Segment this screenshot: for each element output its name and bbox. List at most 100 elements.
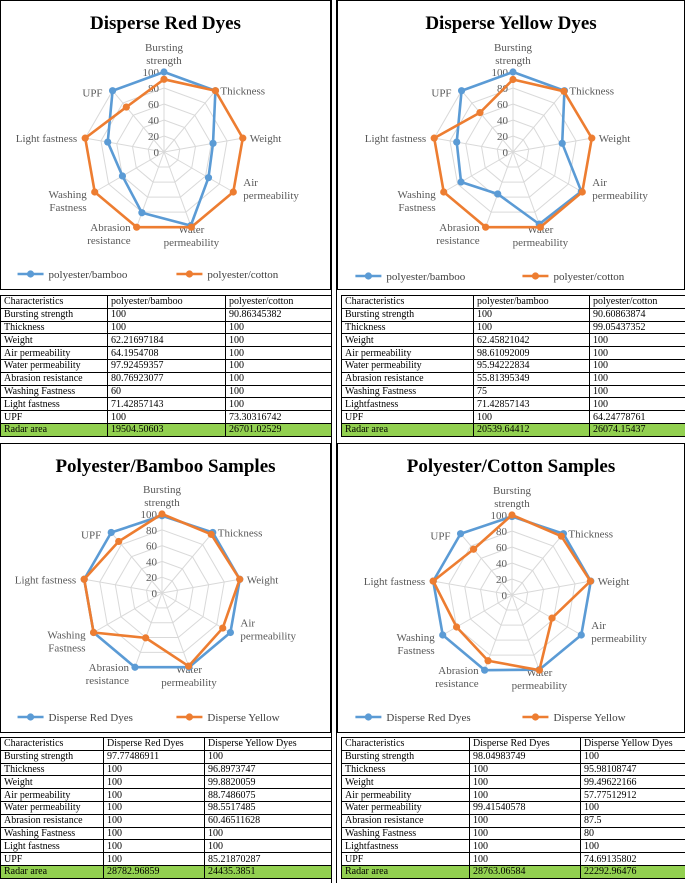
- axis-spoke: [161, 592, 231, 633]
- table-cell: 100: [103, 788, 205, 802]
- tick-label: 0: [152, 588, 158, 600]
- data-point-disperse-red-dyes-abrasion-resistance: [481, 666, 489, 674]
- series-line-polyester-bamboo: [455, 70, 583, 226]
- data-table-red-dyes: Characteristics polyester/bamboo polyester…: [0, 295, 332, 437]
- axis-spoke: [512, 90, 565, 153]
- grid-ring: [464, 546, 560, 641]
- axis-spoke: [112, 90, 165, 153]
- table-cell: 100: [107, 307, 226, 322]
- data-point-polyester-bamboo-light-fastness: [453, 138, 461, 146]
- grid-ring: [448, 530, 576, 656]
- data-point-disperse-yellow-water-permeability: [185, 662, 193, 670]
- data-point-disperse-yellow-bursting-strength: [508, 511, 516, 519]
- axis-spoke: [511, 594, 582, 636]
- table-cell: 100: [469, 762, 581, 777]
- table-cell: 100: [103, 813, 205, 828]
- table-cell: 100: [103, 852, 205, 866]
- table-cell: 99.49622166: [580, 775, 685, 790]
- axis-label-thickness: Thickness: [569, 86, 614, 98]
- legend-label-disperse-yellow: Disperse Yellow: [553, 712, 625, 724]
- tick-label: 20: [148, 131, 160, 143]
- table-cell: 75: [473, 384, 590, 399]
- table-cell: 60.46511628: [204, 813, 332, 828]
- radar-chart-yellow-dyes: Disperse Yellow Dyes 0 20 40 60 80 100 Burstin…: [337, 0, 685, 290]
- table-cell: 100: [225, 397, 332, 412]
- table-cell: 100: [469, 852, 581, 866]
- table-header-row: Characteristics Disperse Red Dyes Disperse…: [0, 737, 332, 751]
- table-cell: polyester/cotton: [225, 295, 332, 309]
- table-row: Weight 100 99.49622166: [341, 775, 685, 790]
- table-cell: 100: [589, 358, 685, 373]
- data-point-polyester-cotton-thickness: [211, 87, 220, 95]
- table-cell: 20539.64412: [473, 422, 590, 437]
- grid-ring: [130, 560, 194, 624]
- legend-marker: [185, 713, 194, 721]
- table-cell: Light fastness: [0, 839, 104, 854]
- tick-label: 20: [496, 574, 508, 586]
- tick-label: 60: [146, 541, 158, 553]
- tick-label: 40: [148, 115, 160, 127]
- table-cell: 87.5: [580, 813, 685, 828]
- data-point-disperse-yellow-washing-fastness: [89, 628, 98, 637]
- data-point-polyester-bamboo-bursting-strength: [509, 68, 517, 76]
- data-point-disperse-yellow-weight: [586, 577, 594, 585]
- legend-marker: [26, 270, 35, 278]
- table-cell: Bursting strength: [0, 307, 108, 322]
- table-cell: Weight: [341, 775, 470, 790]
- data-point-disperse-yellow-upf: [469, 545, 478, 553]
- table-row: Washing Fastness 100 80: [341, 826, 685, 841]
- axis-spoke: [163, 90, 216, 153]
- grid-ring: [495, 578, 529, 611]
- data-point-polyester-cotton-water-permeability: [187, 223, 195, 231]
- grid-ring: [496, 135, 530, 168]
- legend-marker: [185, 270, 194, 278]
- axis-label-thickness: Thickness: [568, 529, 613, 541]
- axis-spoke: [511, 594, 540, 671]
- axis-label-air-permeability: Air permeability: [592, 177, 648, 202]
- table-cell: 71.42857143: [107, 397, 226, 412]
- table-cell: Bursting strength: [0, 749, 104, 764]
- legend-label-disperse-red-dyes: Disperse Red Dyes: [49, 712, 133, 724]
- data-point-disperse-yellow-upf: [115, 537, 123, 546]
- axis-label-air-permeability: Air permeability: [591, 620, 647, 645]
- table-cell: 100: [103, 762, 205, 777]
- series-line-disperse-yellow: [82, 512, 242, 668]
- axis-label-abrasion-resistance: Abrasion resistance: [436, 222, 480, 247]
- table-cell: Characteristics: [0, 737, 104, 751]
- legend-marker: [364, 713, 372, 721]
- table-cell: 100: [580, 749, 685, 764]
- table-cell: Weight: [0, 333, 108, 348]
- table-cell: 100: [469, 775, 581, 790]
- data-point-polyester-cotton-light-fastness: [81, 134, 89, 142]
- data-point-disperse-yellow-light-fastness: [429, 577, 437, 585]
- table-cell: 22292.96476: [580, 864, 685, 879]
- table-cell: Air permeability: [0, 788, 104, 802]
- table-cell: Air permeability: [341, 788, 470, 802]
- series-line-polyester-cotton: [83, 78, 245, 229]
- legend-label-polyester-cotton: polyester/cotton: [553, 271, 624, 283]
- table-cell: 98.5517485: [204, 800, 332, 815]
- table-cell: 73.30316742: [225, 410, 332, 424]
- table-row: UPF 100 64.24778761: [341, 410, 685, 424]
- table-cell: Lightfastness: [341, 397, 474, 412]
- data-point-disperse-yellow-washing-fastness: [452, 623, 461, 631]
- data-point-polyester-bamboo-light-fastness: [104, 138, 112, 146]
- axis-label-weight: Weight: [599, 133, 631, 145]
- data-point-polyester-bamboo-upf: [108, 87, 117, 95]
- radar-area-row: Radar area 28763.06584 22292.96476: [341, 864, 685, 879]
- table-cell: Disperse Red Dyes: [103, 737, 205, 751]
- data-point-polyester-cotton-thickness: [560, 87, 568, 95]
- table-row: Bursting strength 100 90.60863874: [341, 307, 685, 322]
- axis-spoke: [161, 532, 214, 594]
- data-point-polyester-bamboo-upf: [457, 87, 466, 95]
- data-point-disperse-yellow-air-permeability: [219, 624, 227, 632]
- grid-ring: [116, 103, 212, 198]
- table-row: UPF 100 74.69135802: [341, 852, 685, 866]
- table-cell: 19504.50603: [107, 422, 226, 437]
- grid-ring: [465, 103, 561, 198]
- table-cell: Weight: [0, 775, 104, 790]
- grid-ring: [131, 119, 197, 183]
- data-point-disperse-yellow-air-permeability: [548, 614, 556, 622]
- table-cell: 60: [107, 384, 226, 399]
